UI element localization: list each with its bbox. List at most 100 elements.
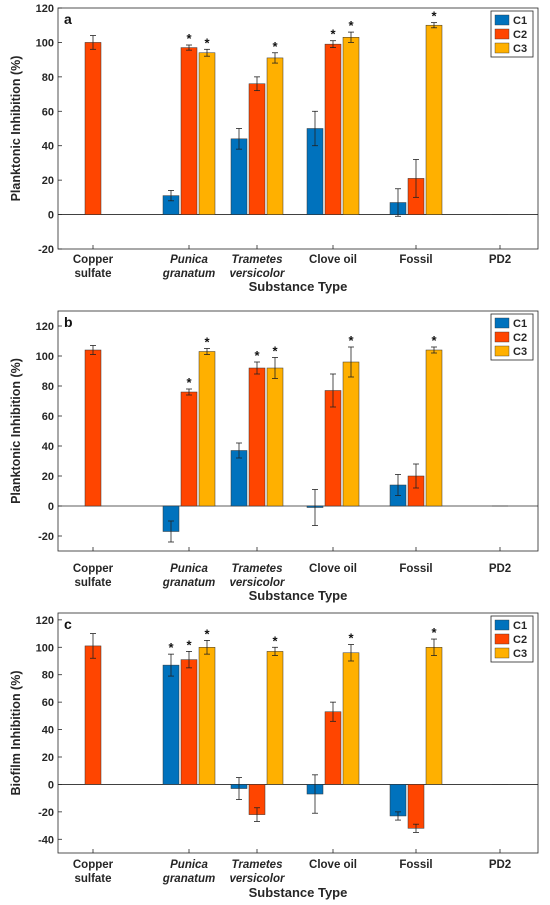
significance-marker: * bbox=[272, 344, 278, 359]
bar-c2-4 bbox=[407, 784, 425, 829]
y-tick-label: 20 bbox=[42, 175, 54, 187]
significance-marker: * bbox=[272, 633, 278, 648]
panel-label: b bbox=[64, 314, 73, 330]
bar-c2-0 bbox=[84, 645, 102, 785]
legend-label-c1: C1 bbox=[513, 15, 527, 27]
chart-panel-c: -40 -20 0 20 40 60 80 100 120 * * * * * * Copper sulfate… bbox=[9, 612, 539, 900]
y-tick-label: 100 bbox=[36, 642, 54, 654]
significance-marker: * bbox=[330, 27, 336, 42]
x-tick-label: Copper sulfate bbox=[73, 859, 114, 885]
significance-marker: * bbox=[186, 31, 192, 46]
bar-c1-2 bbox=[230, 138, 248, 215]
legend-swatch-c1 bbox=[494, 619, 510, 631]
y-tick-label: 0 bbox=[48, 779, 54, 791]
significance-marker: * bbox=[431, 9, 437, 24]
x-tick-label: Clove oil bbox=[309, 563, 357, 575]
x-tick-label: Punica granatum bbox=[162, 859, 215, 885]
x-tick-label: PD2 bbox=[489, 254, 511, 266]
legend-swatch-c1 bbox=[494, 14, 510, 26]
x-tick-label: Fossil bbox=[399, 254, 432, 266]
axes-frame bbox=[57, 612, 539, 854]
y-tick-label: 120 bbox=[36, 321, 54, 333]
y-axis-label: Biofilm Inhibition (%) bbox=[9, 671, 23, 796]
y-tick-label: 60 bbox=[42, 411, 54, 423]
y-tick-label: -20 bbox=[38, 531, 54, 543]
bar-c3-3 bbox=[342, 37, 360, 215]
legend-swatch-c3 bbox=[494, 647, 510, 659]
bar-c3-1 bbox=[198, 647, 216, 785]
y-tick-label: 0 bbox=[48, 210, 54, 222]
y-tick-label: 100 bbox=[36, 351, 54, 363]
significance-marker: * bbox=[348, 18, 354, 33]
legend-label-c1: C1 bbox=[513, 620, 527, 632]
legend-label-c3: C3 bbox=[513, 648, 527, 660]
y-tick-label: -20 bbox=[38, 244, 54, 256]
legend-label-c1: C1 bbox=[513, 318, 527, 330]
legend-swatch-c3 bbox=[494, 345, 510, 357]
bar-c3-2 bbox=[266, 367, 284, 507]
y-tick-label: 40 bbox=[42, 441, 54, 453]
x-tick-label: Copper sulfate bbox=[73, 254, 114, 280]
significance-marker: * bbox=[204, 335, 210, 350]
y-tick-label: 40 bbox=[42, 725, 54, 737]
significance-marker: * bbox=[186, 375, 192, 390]
y-tick-label: 0 bbox=[48, 501, 54, 513]
bar-c2-3 bbox=[324, 43, 342, 215]
y-tick-label: 80 bbox=[42, 72, 54, 84]
bar-c3-2 bbox=[266, 651, 284, 785]
significance-marker: * bbox=[348, 631, 354, 646]
axes-frame bbox=[57, 7, 539, 250]
x-axis-label: Substance Type bbox=[249, 885, 348, 900]
bar-c3-2 bbox=[266, 57, 284, 215]
significance-marker: * bbox=[272, 39, 278, 54]
bar-c3-4 bbox=[425, 647, 443, 785]
legend-label-c2: C2 bbox=[513, 29, 527, 41]
x-tick-label: Punica granatum bbox=[162, 563, 215, 589]
legend: C1 C2 C3 bbox=[490, 615, 534, 663]
x-tick-label: Clove oil bbox=[309, 859, 357, 871]
bar-c2-2 bbox=[248, 367, 266, 507]
panel-label: a bbox=[64, 11, 72, 27]
legend-label-c3: C3 bbox=[513, 43, 527, 55]
y-axis-label: Planktonic Inhibition (%) bbox=[9, 56, 23, 202]
legend-swatch-c2 bbox=[494, 331, 510, 343]
bar-c3-3 bbox=[342, 361, 360, 507]
legend-swatch-c2 bbox=[494, 28, 510, 40]
significance-marker: * bbox=[431, 333, 437, 348]
x-tick-label: PD2 bbox=[489, 859, 511, 871]
bar-c1-2 bbox=[230, 450, 248, 507]
significance-marker: * bbox=[186, 637, 192, 652]
significance-marker: * bbox=[348, 333, 354, 348]
x-tick-label: Trametes versicolor bbox=[230, 254, 285, 280]
bar-c2-0 bbox=[84, 42, 102, 215]
bar-c2-1 bbox=[180, 391, 198, 507]
bar-c3-3 bbox=[342, 652, 360, 785]
y-tick-label: -20 bbox=[38, 807, 54, 819]
x-tick-label: Copper sulfate bbox=[73, 563, 114, 589]
bar-c3-1 bbox=[198, 52, 216, 215]
chart-panel-a: -20 0 20 40 60 80 100 120 * * * * * * Copper sulfate Pun… bbox=[9, 3, 539, 294]
legend-label-c3: C3 bbox=[513, 346, 527, 358]
bar-c2-3 bbox=[324, 390, 342, 507]
x-tick-label: Trametes versicolor bbox=[230, 563, 285, 589]
axes-frame bbox=[57, 310, 539, 552]
y-axis-label: Planktonic Inhibition (%) bbox=[9, 358, 23, 504]
bar-c1-1 bbox=[162, 664, 180, 785]
significance-marker: * bbox=[254, 348, 260, 363]
bar-c3-4 bbox=[425, 24, 443, 215]
y-tick-label: 60 bbox=[42, 697, 54, 709]
significance-marker: * bbox=[204, 35, 210, 50]
y-tick-label: 40 bbox=[42, 141, 54, 153]
y-tick-label: 20 bbox=[42, 471, 54, 483]
bar-c2-1 bbox=[180, 47, 198, 215]
panel-label: c bbox=[64, 616, 72, 632]
legend-swatch-c1 bbox=[494, 317, 510, 329]
y-tick-label: -40 bbox=[38, 834, 54, 846]
bar-c3-4 bbox=[425, 349, 443, 507]
x-tick-label: PD2 bbox=[489, 563, 511, 575]
y-tick-label: 100 bbox=[36, 37, 54, 49]
bar-c2-3 bbox=[324, 711, 342, 785]
y-tick-label: 80 bbox=[42, 670, 54, 682]
x-tick-label: Clove oil bbox=[309, 254, 357, 266]
